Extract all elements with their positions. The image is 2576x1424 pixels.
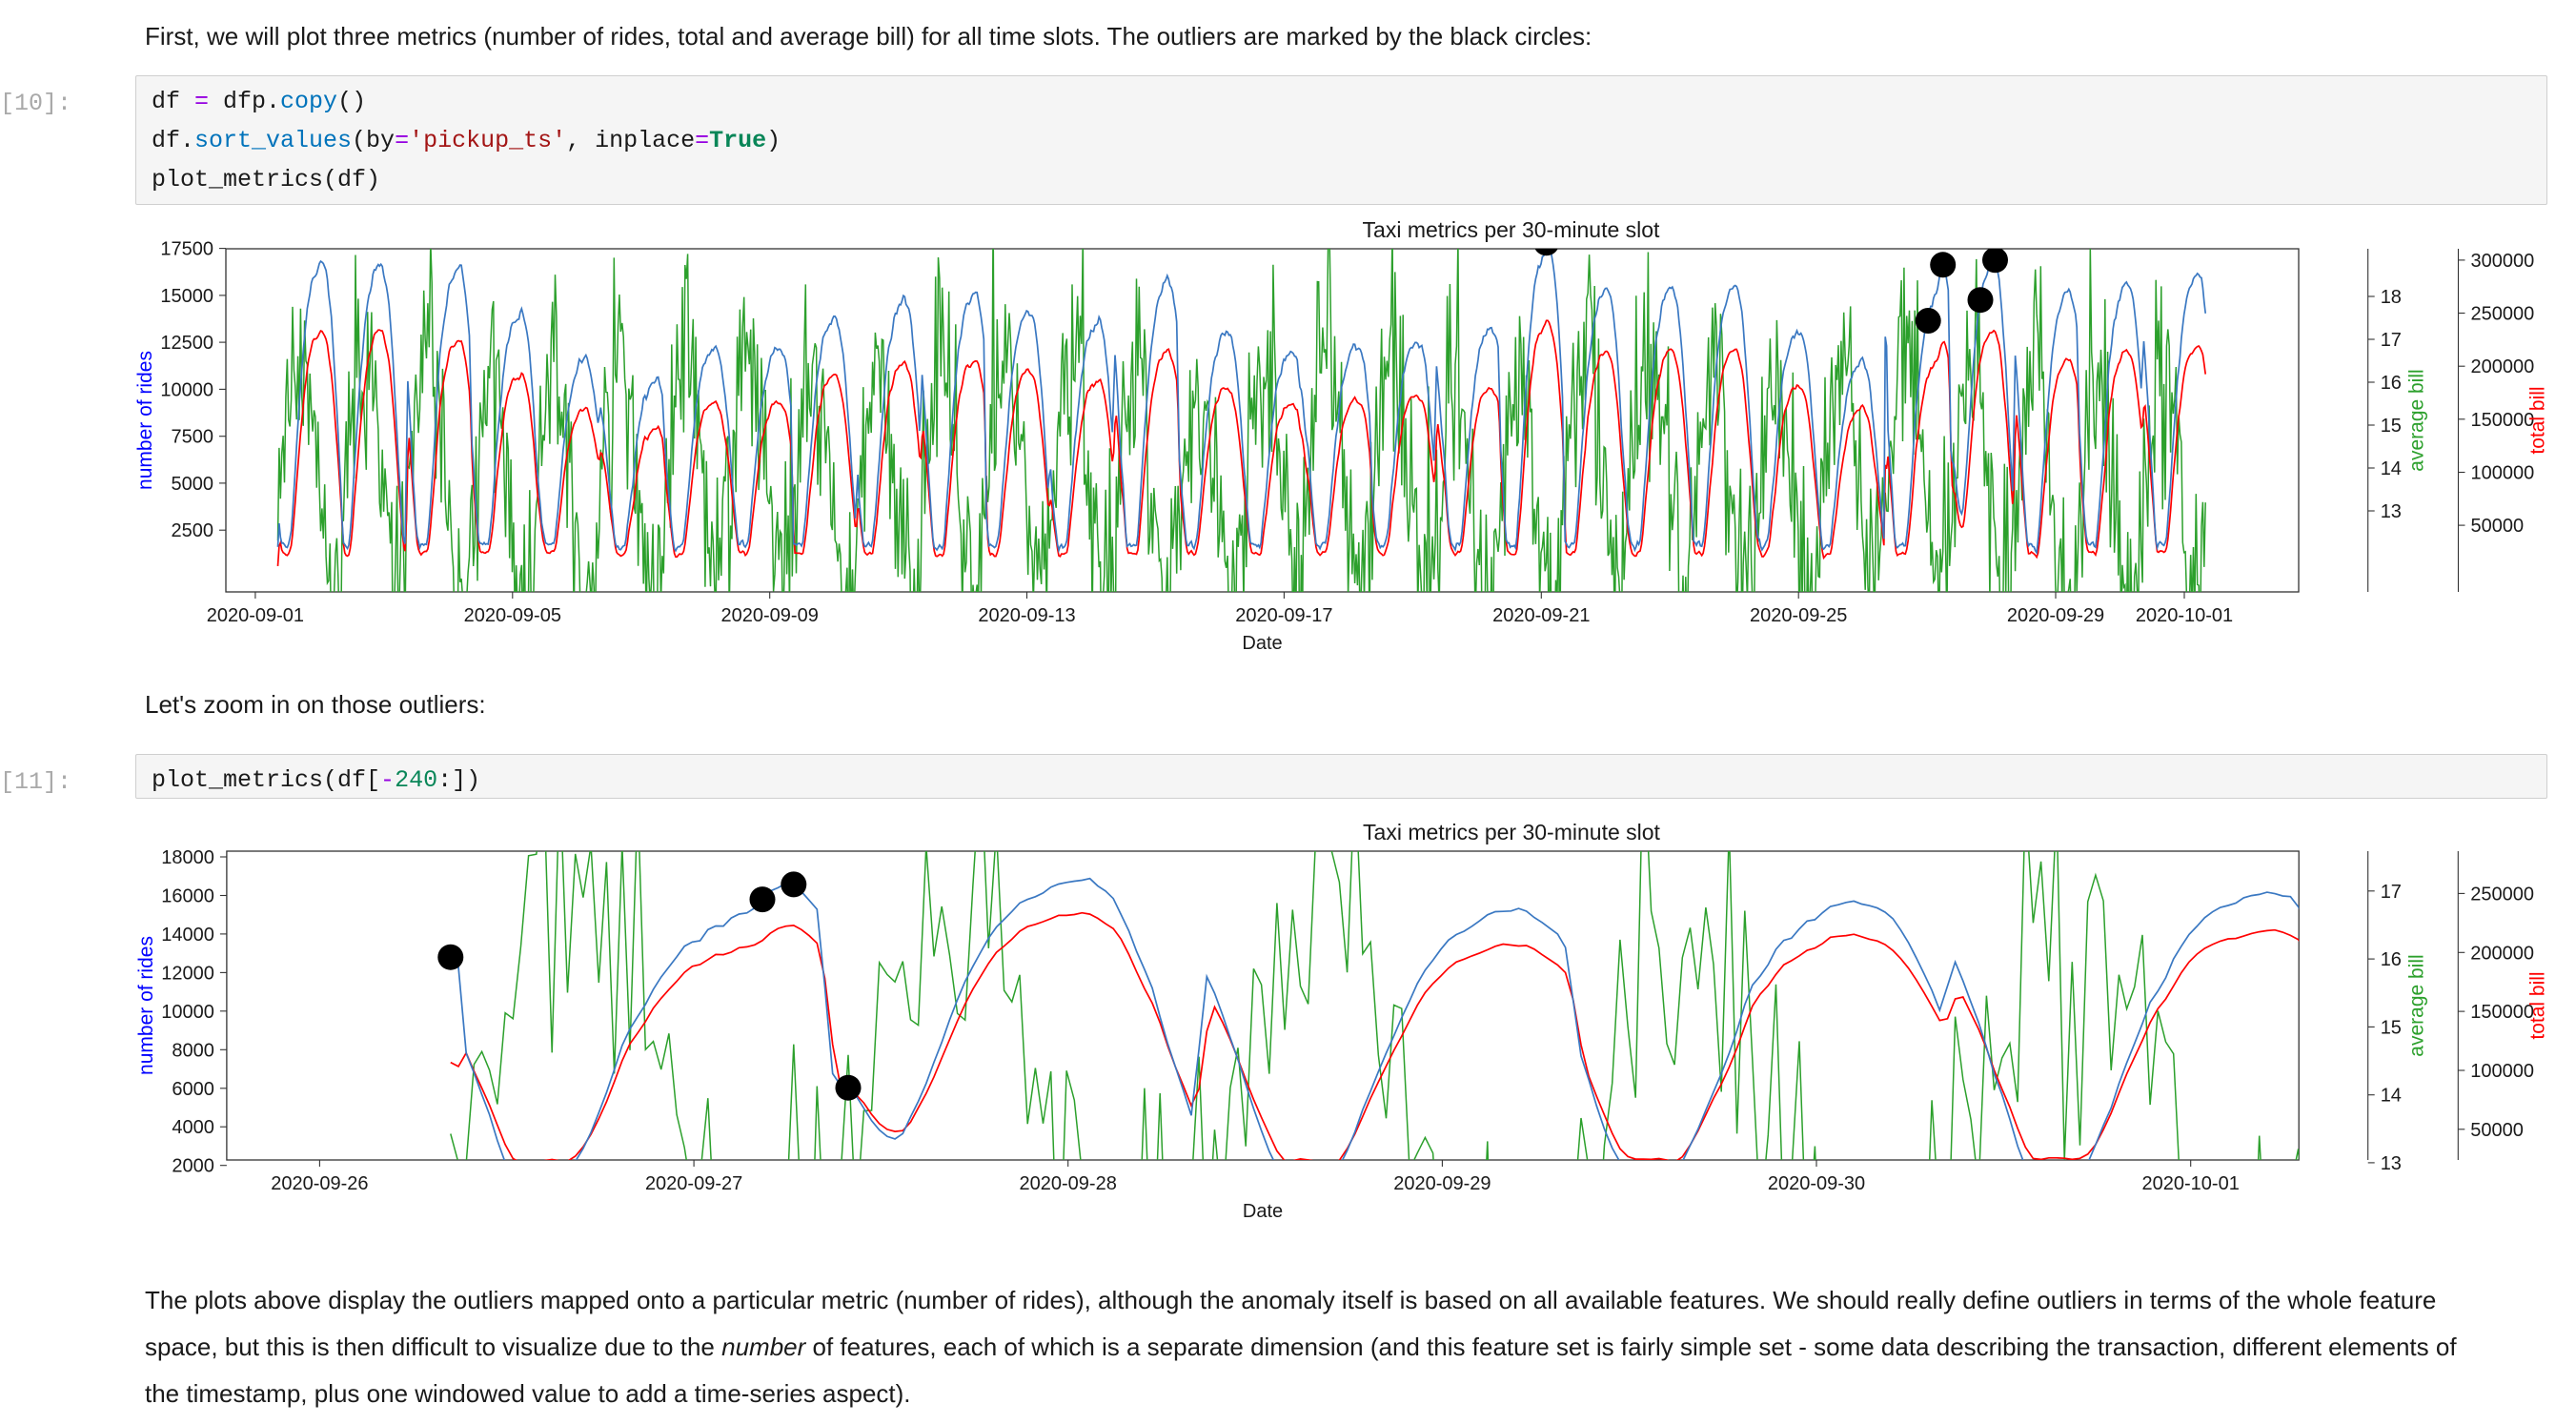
svg-text:15: 15	[2381, 1017, 2402, 1038]
svg-text:18000: 18000	[161, 847, 214, 868]
svg-text:total bill: total bill	[2526, 971, 2548, 1039]
svg-text:average bill: average bill	[2406, 954, 2428, 1056]
svg-text:6000: 6000	[172, 1079, 214, 1100]
svg-text:2020-09-29: 2020-09-29	[1393, 1173, 1491, 1194]
svg-text:100000: 100000	[2470, 1061, 2534, 1082]
svg-text:10000: 10000	[161, 1002, 214, 1023]
svg-text:50000: 50000	[2470, 1120, 2524, 1141]
svg-text:2020-09-30: 2020-09-30	[1768, 1173, 1865, 1194]
svg-text:2020-10-01: 2020-10-01	[2142, 1173, 2240, 1194]
svg-text:14000: 14000	[161, 925, 214, 946]
svg-text:2000: 2000	[172, 1156, 214, 1177]
svg-text:8000: 8000	[172, 1040, 214, 1061]
svg-text:150000: 150000	[2470, 1002, 2534, 1023]
svg-text:2020-09-28: 2020-09-28	[1020, 1173, 1117, 1194]
svg-text:12000: 12000	[161, 963, 214, 984]
svg-text:16000: 16000	[161, 886, 214, 907]
svg-text:17: 17	[2381, 882, 2402, 903]
svg-text:16: 16	[2381, 949, 2402, 970]
svg-text:14: 14	[2381, 1086, 2402, 1107]
svg-text:13: 13	[2381, 1153, 2402, 1174]
svg-text:Date: Date	[1243, 1201, 1283, 1222]
svg-text:number of rides: number of rides	[135, 936, 157, 1075]
svg-text:250000: 250000	[2470, 884, 2534, 905]
svg-text:4000: 4000	[172, 1117, 214, 1138]
svg-text:200000: 200000	[2470, 943, 2534, 964]
svg-text:2020-09-26: 2020-09-26	[271, 1173, 368, 1194]
svg-text:Taxi metrics per 30-minute slo: Taxi metrics per 30-minute slot	[1363, 820, 1660, 844]
svg-text:2020-09-27: 2020-09-27	[645, 1173, 742, 1194]
